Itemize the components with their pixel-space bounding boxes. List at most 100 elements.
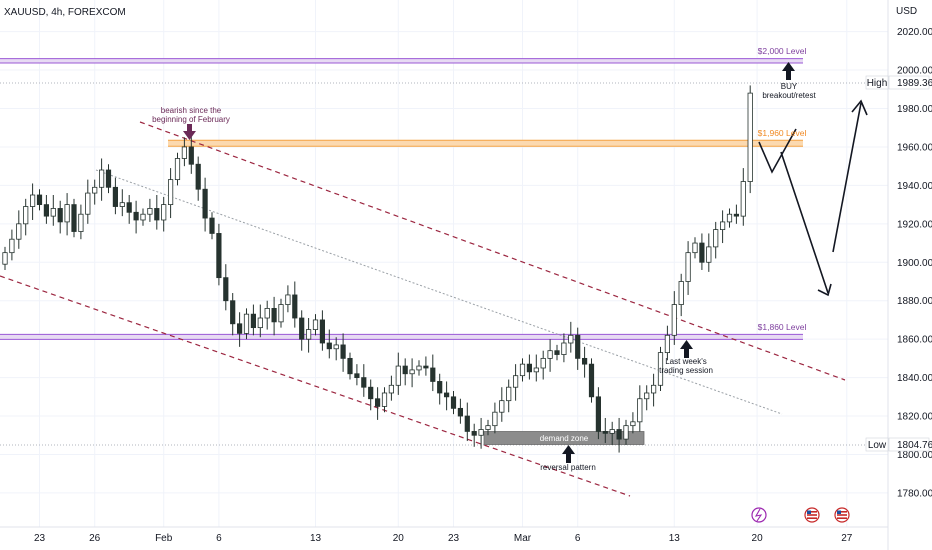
candle-down [733,213,740,217]
candle-down [57,208,63,223]
symbol-title: XAUUSD, 4h, FOREXCOM [4,7,126,18]
candle-up [485,425,491,430]
high-tag-label: High [867,78,888,89]
candle-up [409,369,415,375]
projection-down-arrow-line [780,151,829,294]
candle-down [423,365,429,369]
level-1860-label: $1,860 Level [758,322,807,332]
level-2000-band [0,58,803,63]
candle-up [644,392,650,400]
price-tick-label: 2020.00 [897,27,932,38]
lastweek-marker-arrow [680,340,693,358]
level-1860-band [0,334,803,340]
candle-up [706,246,712,263]
candle-up [499,400,505,413]
candle-down [188,146,194,165]
projection-up-arrow-line [832,102,862,253]
candle-down [347,357,353,375]
low-tag-value: 1804.76 [897,440,932,451]
candle-down [616,429,622,440]
candle-down [354,373,360,379]
candle-up [161,204,167,221]
us-flag-event-icon-2[interactable] [834,507,850,523]
bearish-marker-arrow [183,124,196,140]
candle-up [92,186,98,194]
candle-down [133,211,139,221]
candle-up [671,304,677,336]
buy-label-line2: breakout/retest [762,91,816,100]
candle-up [506,386,512,402]
time-tick-label: 26 [89,533,101,544]
candles [2,85,753,453]
candle-up [23,206,29,225]
candle-down [595,396,602,432]
candle-up [50,208,56,217]
candle-up [9,238,15,254]
candle-down [216,233,222,279]
price-tick-label: 2000.00 [897,66,932,77]
buy-label-line1: BUY [781,82,798,91]
candle-up [664,334,671,354]
candle-down [368,386,374,400]
candle-down [457,407,464,417]
candle-up [740,181,746,217]
price-axis-currency: USD [896,6,917,17]
low-price-tag: Low 1804.76 [865,437,932,452]
candle-up [243,313,250,334]
candle-down [554,350,560,355]
projection-up-arrowhead [851,99,868,116]
time-tick-label: Mar [514,533,532,544]
level-2000-label: $2,000 Level [758,46,807,56]
lastweek-label-line1: Last week's [665,357,707,366]
projection-down-arrowhead [817,283,832,297]
candle-up [416,365,422,371]
low-tag-label: Low [868,440,887,451]
price-tick-label: 1880.00 [897,296,932,307]
candle-down [443,392,450,398]
candle-up [561,342,567,355]
candle-up [609,429,615,434]
candle-down [250,313,256,329]
bearish-label-line2: beginning of February [152,115,230,124]
candle-down [588,363,595,398]
high-price-tag: High 1989.36 [865,75,932,90]
high-tag-value: 1989.36 [897,78,932,89]
price-tick-label: 1940.00 [897,181,932,192]
price-tick-label: 1840.00 [897,373,932,384]
time-tick-label: 13 [310,533,322,544]
candle-down [326,342,332,350]
candle-up [2,252,8,265]
candle-down [236,323,243,334]
candle-up [305,329,312,340]
candle-up [678,281,684,305]
candle-down [209,217,215,234]
reversal-marker-arrow [562,445,575,463]
candle-up [492,411,498,427]
price-tick-label: 1820.00 [897,412,932,423]
candle-down [112,186,118,207]
candle-down [319,319,326,344]
candle-up [637,398,643,423]
candle-down [402,365,408,375]
candle-down [223,277,229,302]
candle-up [147,208,153,215]
candle-down [437,381,443,394]
candle-down [126,202,132,213]
candle-down [154,208,160,221]
candle-down [602,431,608,434]
us-flag-event-icon-1[interactable] [804,507,820,523]
candle-down [43,204,50,217]
dividend-event-icon[interactable] [751,507,767,523]
candle-up [85,192,91,215]
candle-up [140,213,146,221]
candle-up [264,308,270,319]
candle-down [105,169,112,188]
candle-up [257,317,263,329]
candle-down [195,163,201,190]
grid [0,0,888,527]
candle-up [623,425,629,440]
candle-up [174,158,181,181]
candle-down [202,188,208,219]
demand-zone-box [483,431,645,445]
